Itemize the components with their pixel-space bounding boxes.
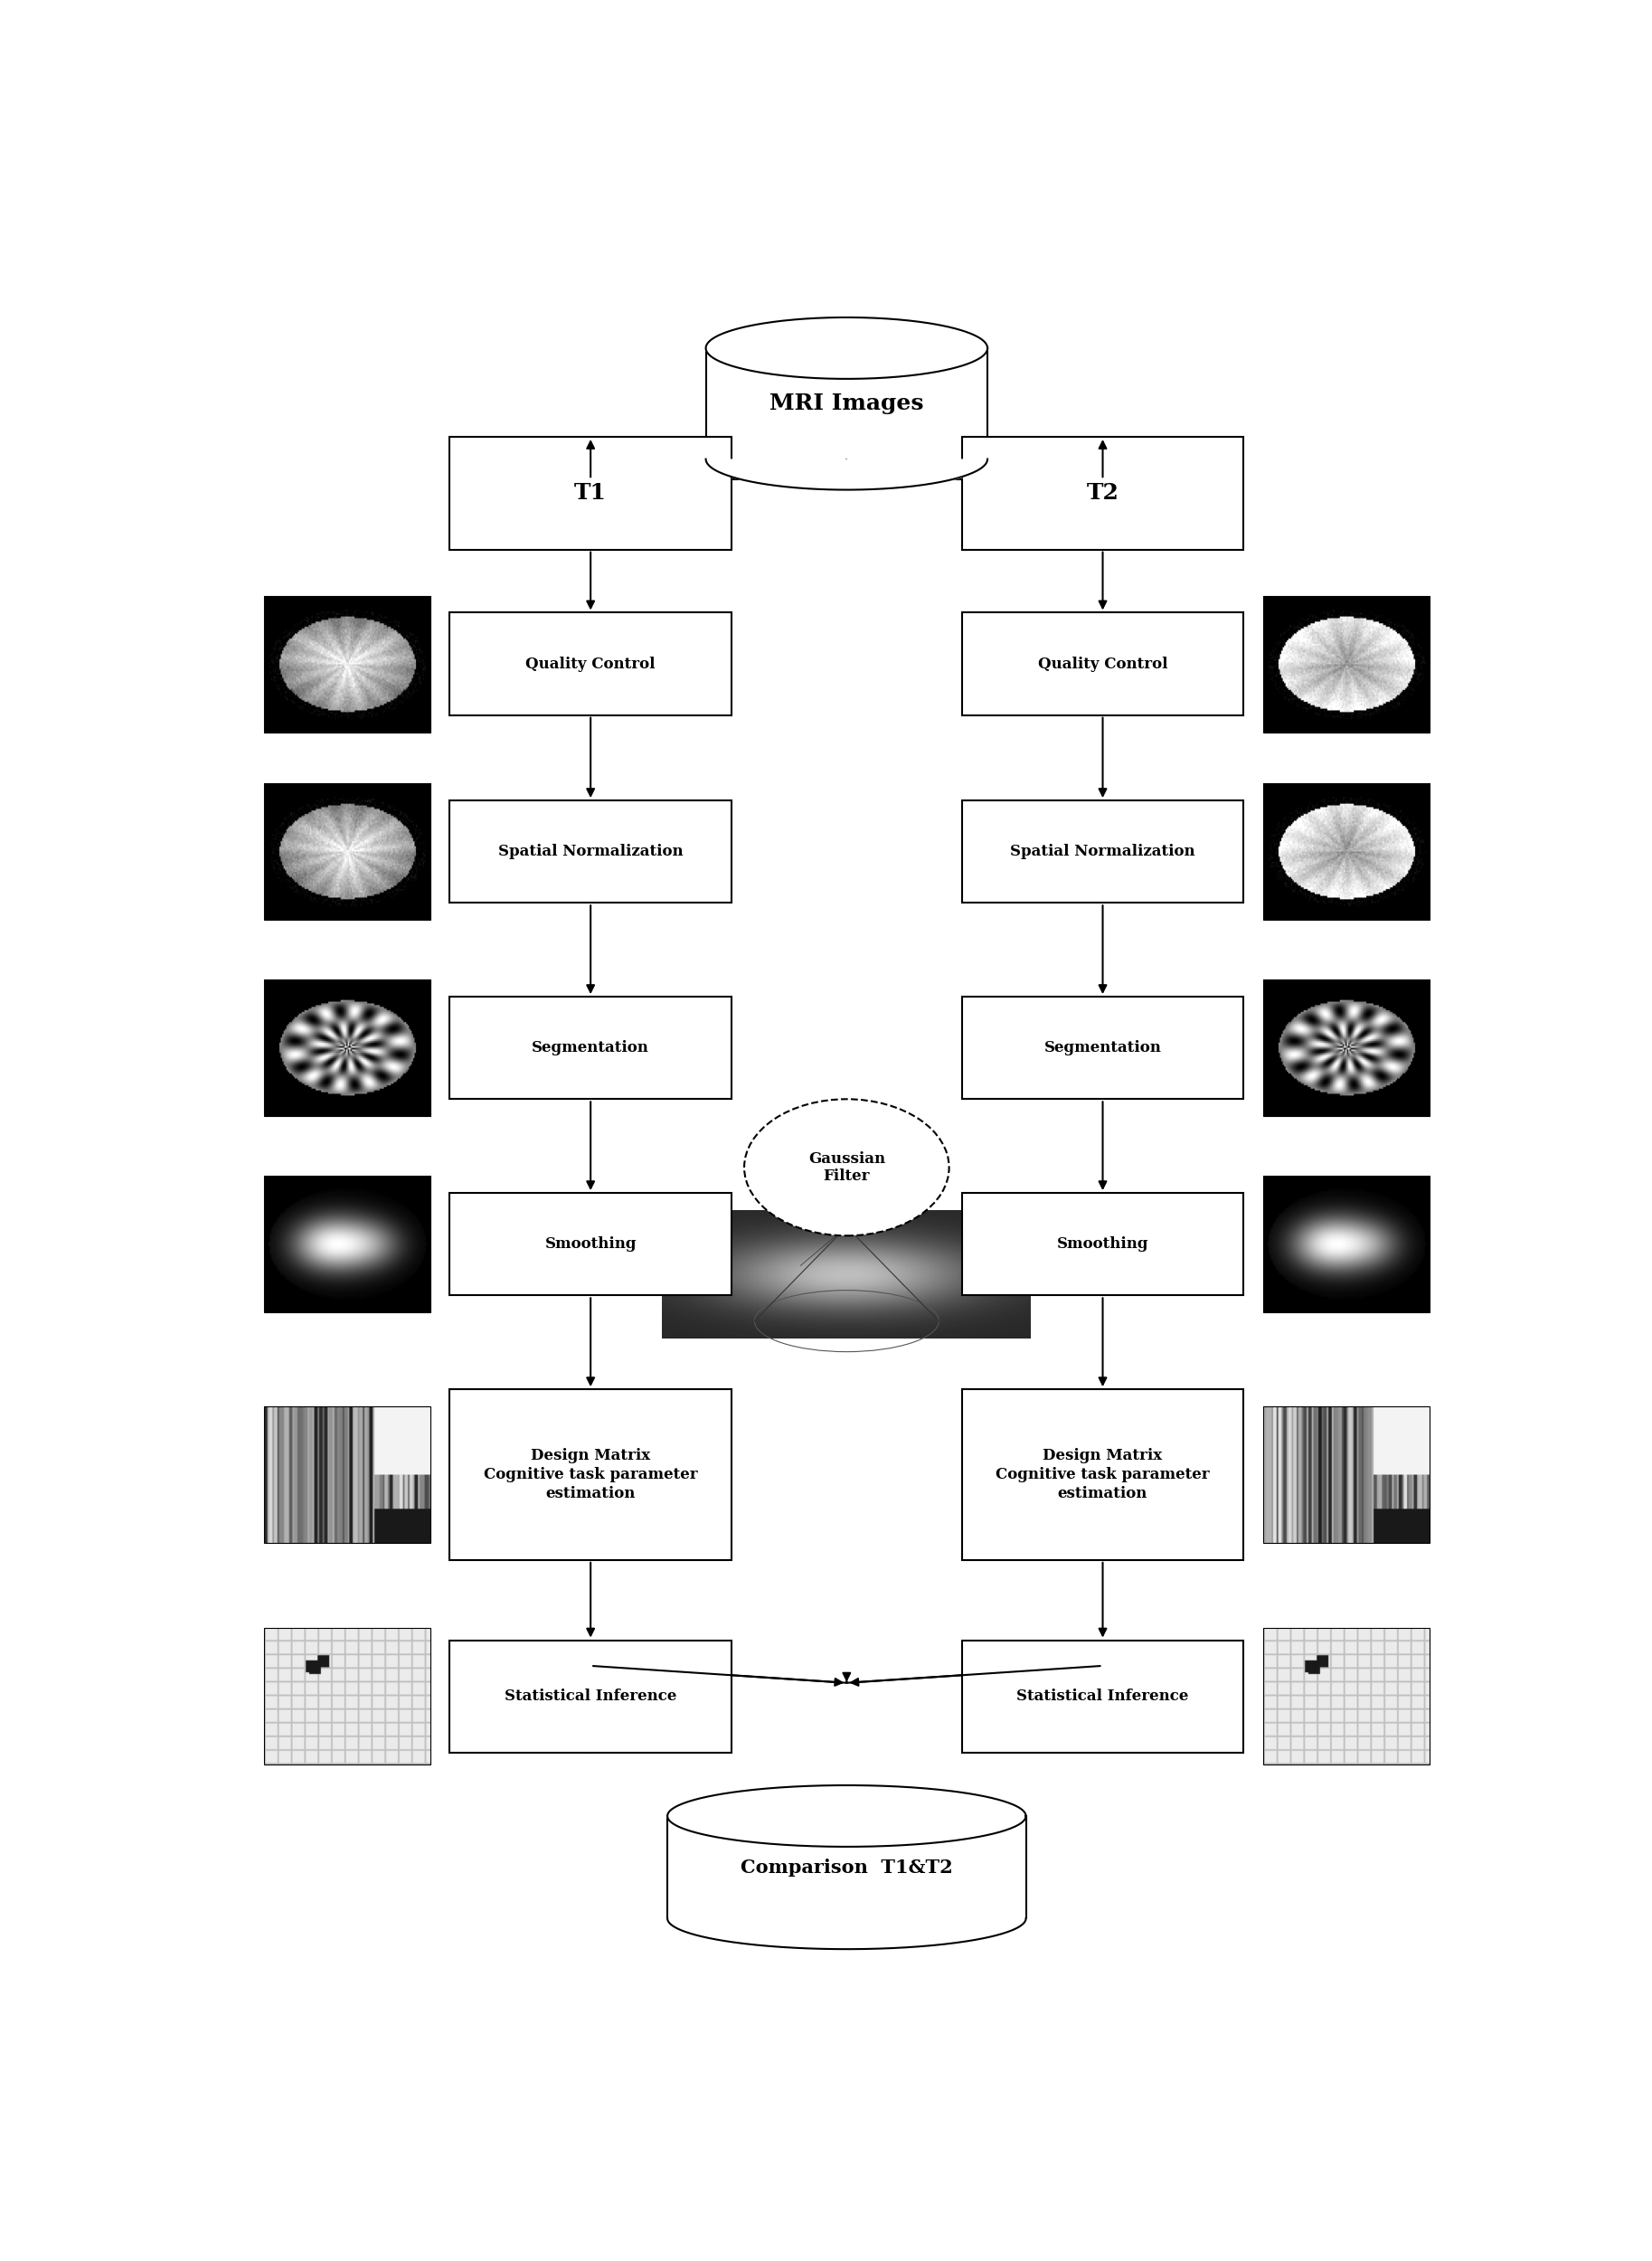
Text: T1: T1 — [575, 482, 606, 504]
FancyBboxPatch shape — [961, 613, 1244, 714]
FancyBboxPatch shape — [449, 613, 732, 714]
Text: T2: T2 — [1087, 482, 1118, 504]
Text: Segmentation: Segmentation — [1044, 1040, 1161, 1056]
Text: Spatial Normalization: Spatial Normalization — [497, 843, 684, 859]
FancyBboxPatch shape — [961, 436, 1244, 549]
Text: Comparison  T1&T2: Comparison T1&T2 — [740, 1859, 953, 1877]
FancyBboxPatch shape — [961, 997, 1244, 1099]
Polygon shape — [667, 1786, 1026, 1847]
Ellipse shape — [743, 1099, 948, 1237]
Text: Quality Control: Quality Control — [1037, 656, 1168, 672]
Text: Statistical Inference: Statistical Inference — [504, 1689, 677, 1705]
Text: Design Matrix
Cognitive task parameter
estimation: Design Matrix Cognitive task parameter e… — [484, 1447, 697, 1501]
Text: Statistical Inference: Statistical Inference — [1016, 1689, 1189, 1705]
Text: MRI Images: MRI Images — [770, 393, 923, 414]
Text: Segmentation: Segmentation — [532, 1040, 649, 1056]
Text: Gaussian
Filter: Gaussian Filter — [808, 1151, 885, 1185]
Text: Smoothing: Smoothing — [545, 1237, 636, 1253]
FancyBboxPatch shape — [449, 1388, 732, 1560]
FancyBboxPatch shape — [449, 997, 732, 1099]
FancyBboxPatch shape — [449, 1194, 732, 1296]
FancyBboxPatch shape — [449, 800, 732, 902]
FancyBboxPatch shape — [449, 436, 732, 549]
Polygon shape — [705, 317, 988, 380]
FancyBboxPatch shape — [961, 1194, 1244, 1296]
Text: Spatial Normalization: Spatial Normalization — [1009, 843, 1196, 859]
FancyBboxPatch shape — [449, 1639, 732, 1752]
Text: Design Matrix
Cognitive task parameter
estimation: Design Matrix Cognitive task parameter e… — [996, 1447, 1209, 1501]
Text: Smoothing: Smoothing — [1057, 1237, 1148, 1253]
Text: Quality Control: Quality Control — [525, 656, 656, 672]
FancyBboxPatch shape — [961, 1639, 1244, 1752]
FancyBboxPatch shape — [961, 800, 1244, 902]
FancyBboxPatch shape — [961, 1388, 1244, 1560]
